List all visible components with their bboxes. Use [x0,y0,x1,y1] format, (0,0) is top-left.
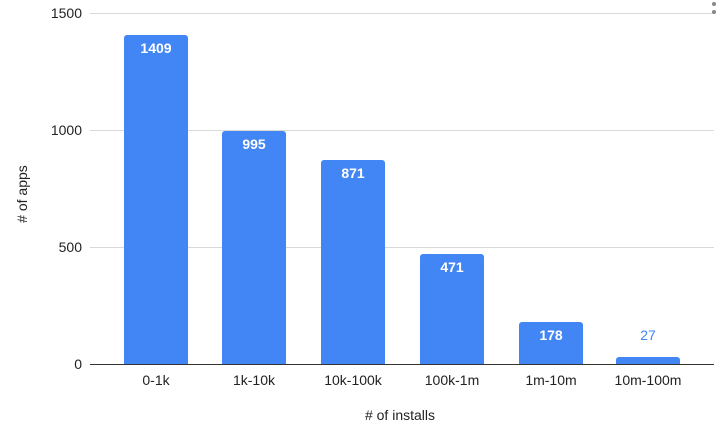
bar-value-label: 178 [539,327,563,343]
y-axis-title: # of apps [14,165,30,223]
x-tick-label: 1k-10k [232,372,276,388]
y-tick-1500: 1500 [50,5,82,21]
bar-value-label: 471 [440,259,464,275]
y-tick-500: 500 [58,239,82,255]
y-tick-1000: 1000 [50,122,82,138]
bar-value-label: 27 [640,327,656,343]
bar-10m-100m[interactable] [616,357,680,364]
bar-value-label: 995 [242,136,266,152]
gridline-1000 [90,130,714,131]
x-axis-title: # of installs [364,407,436,423]
gridline-1500 [90,13,714,14]
bar-10k-100k[interactable] [321,160,385,364]
bar-value-label: 1409 [140,40,172,56]
gridline-500 [90,247,714,248]
bar-value-label: 871 [341,165,365,181]
bar-1m-10m[interactable] [519,322,583,364]
y-tick-0: 0 [74,356,82,372]
x-tick-label: 10m-100m [614,372,682,388]
bar-100k-1m[interactable] [420,254,484,364]
x-tick-label: 1m-10m [525,372,577,388]
bar-0-1k[interactable] [124,35,188,364]
x-axis-line [90,364,714,365]
x-tick-label: 0-1k [142,372,170,388]
bar-1k-10k[interactable] [222,131,286,364]
x-tick-label: 100k-1m [424,372,480,388]
x-tick-label: 10k-100k [324,372,382,388]
more-vert-icon[interactable] [711,2,717,18]
